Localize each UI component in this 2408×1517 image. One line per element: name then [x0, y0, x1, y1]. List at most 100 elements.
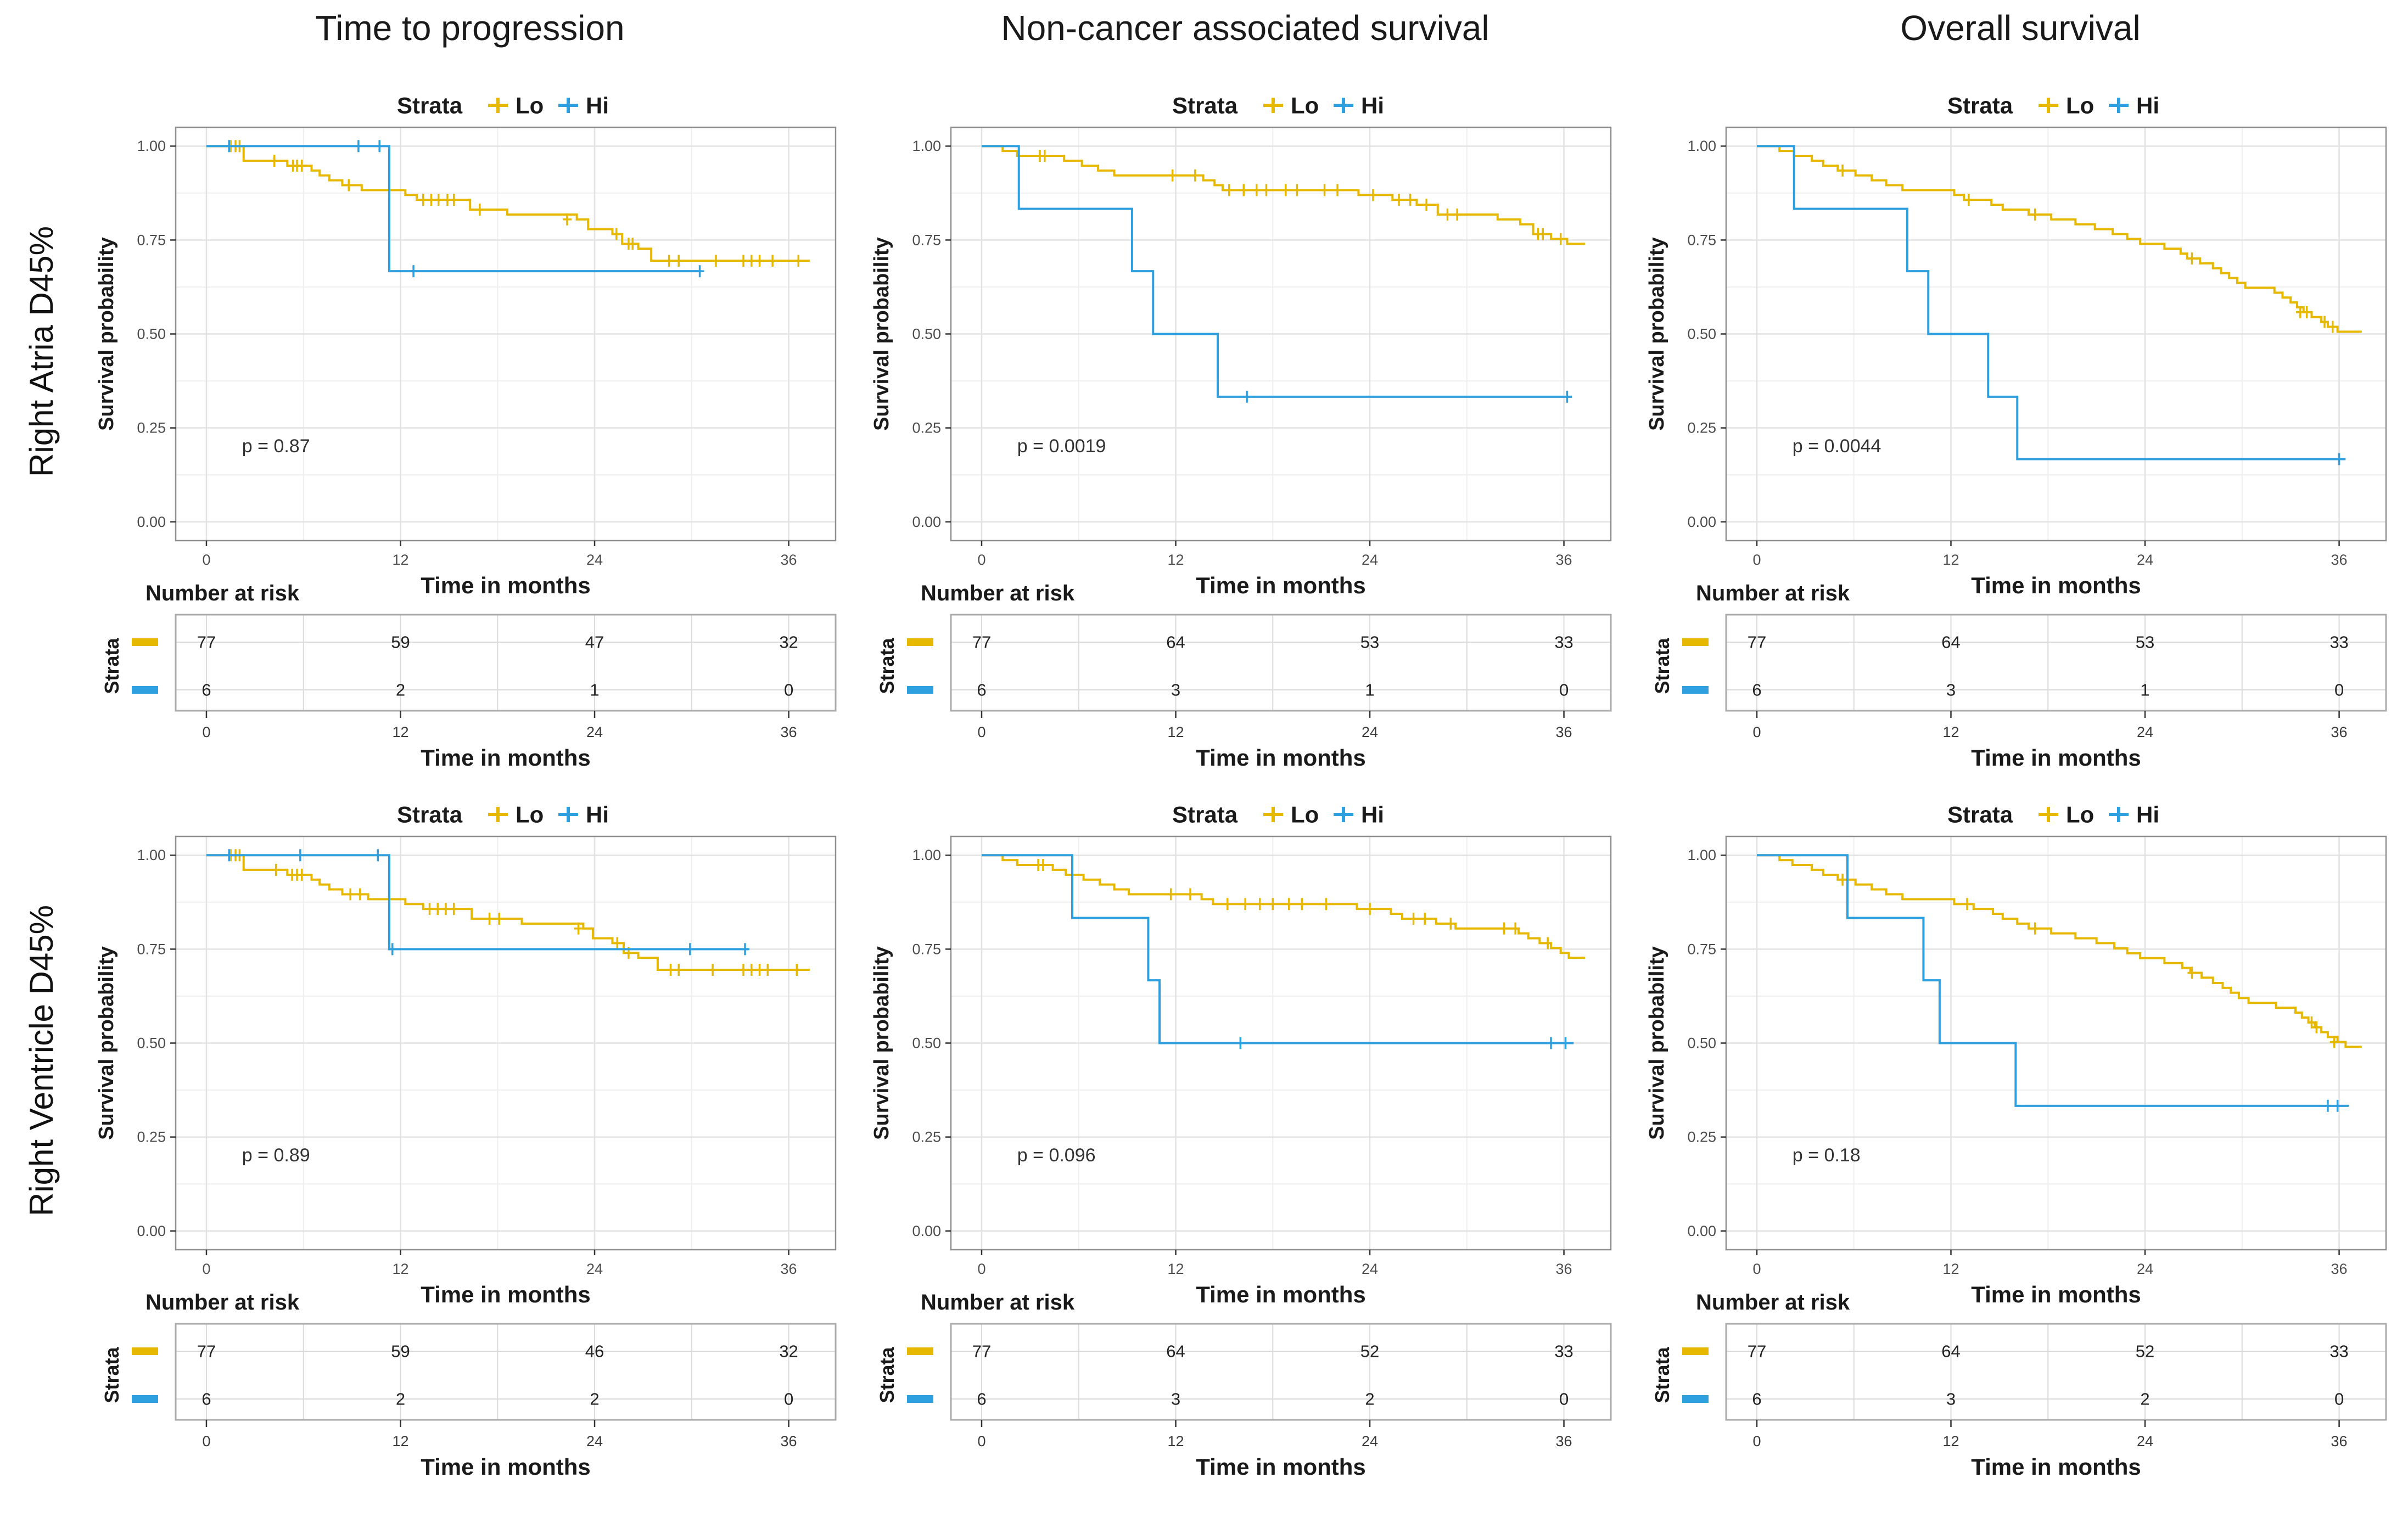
risk-count-lo: 77	[197, 1342, 216, 1361]
risk-count-hi: 2	[2140, 1390, 2149, 1409]
x-tick-label: 12	[392, 552, 408, 568]
x-tick-label: 24	[586, 552, 603, 568]
y-tick-label: 0.00	[137, 1223, 166, 1239]
p-value-label: p = 0.89	[242, 1145, 310, 1166]
km-curve-lo	[1756, 854, 2362, 1048]
x-tick-label: 0	[202, 1261, 210, 1277]
risk-x-tick-label: 12	[392, 724, 408, 740]
y-tick-label: 0.50	[912, 326, 941, 342]
risk-x-tick-label: 0	[202, 724, 210, 740]
x-tick-label: 12	[1167, 552, 1184, 568]
y-tick-label: 0.25	[137, 1129, 166, 1145]
risk-table: Number at risk Strata 77 6 64 3 52 2 33 0 0 12 24 36 T…	[1651, 1290, 2387, 1480]
risk-strata-label: Strata	[1651, 638, 1673, 694]
y-tick-label: 1.00	[912, 847, 941, 863]
p-value-label: p = 0.18	[1793, 1145, 1861, 1166]
risk-count-lo: 77	[197, 633, 216, 652]
risk-x-tick-label: 36	[1556, 1433, 1572, 1449]
km-curve-hi	[981, 145, 1572, 398]
risk-count-hi: 6	[977, 1390, 986, 1409]
risk-table-background	[176, 1324, 836, 1420]
risk-x-tick-label: 24	[2137, 1433, 2153, 1449]
risk-x-tick-label: 24	[586, 724, 603, 740]
legend: Strata Lo Hi	[397, 802, 609, 828]
risk-count-lo: 77	[1748, 1342, 1766, 1361]
x-tick-label: 0	[1752, 552, 1761, 568]
strata-dash-lo-icon	[132, 638, 158, 646]
risk-x-tick-label: 36	[781, 1433, 797, 1449]
risk-count-lo: 33	[1554, 1342, 1573, 1361]
risk-x-tick-label: 36	[2331, 724, 2348, 740]
y-tick-label: 0.50	[137, 326, 166, 342]
y-axis-title: Survival probability	[870, 237, 893, 431]
risk-x-tick-label: 36	[781, 724, 797, 740]
risk-table: Number at risk Strata 77 6 59 2 46 2 32 0 0 12 24 36 T…	[100, 1290, 837, 1480]
risk-count-hi: 0	[784, 1390, 793, 1409]
gridlines	[176, 127, 836, 541]
column-title-overall-survival: Overall survival	[1900, 8, 2141, 48]
risk-table-background	[951, 1324, 1611, 1420]
axes: 0.00 0.25 0.50 0.75 1.00 0 12 24 36 Time in month…	[95, 138, 797, 598]
risk-table-border	[950, 1323, 1612, 1421]
y-tick-label: 0.75	[137, 941, 166, 957]
risk-count-hi: 6	[1752, 1390, 1761, 1409]
risk-table-border	[1725, 614, 2387, 712]
risk-count-hi: 6	[201, 681, 211, 700]
risk-count-lo: 59	[391, 1342, 410, 1361]
risk-table-background	[951, 615, 1611, 711]
risk-count-lo: 77	[1748, 633, 1766, 652]
risk-count-lo: 53	[2136, 633, 2154, 652]
x-tick-label: 24	[2137, 1261, 2153, 1277]
y-tick-label: 0.75	[1687, 941, 1716, 957]
risk-count-lo: 64	[1166, 1342, 1185, 1361]
risk-count-lo: 33	[1554, 633, 1573, 652]
legend-label: Hi	[1361, 93, 1384, 119]
legend-label: Strata	[1947, 802, 2013, 828]
axes: 0.00 0.25 0.50 0.75 1.00 0 12 24 36 Time in month…	[1645, 138, 2348, 598]
risk-count-lo: 46	[585, 1342, 604, 1361]
risk-count-hi: 6	[201, 1390, 211, 1409]
y-tick-label: 1.00	[1687, 138, 1716, 154]
risk-count-lo: 64	[1941, 1342, 1960, 1361]
risk-table: Number at risk Strata 77 6 64 3 53 1 33 0 0 12 24 36 T…	[876, 581, 1612, 771]
legend: Strata Lo Hi	[1947, 802, 2159, 828]
survival-curves	[981, 854, 1585, 1049]
risk-table-border	[950, 614, 1612, 712]
strata-dash-hi-icon	[907, 686, 933, 694]
y-tick-label: 0.25	[912, 1129, 941, 1145]
axes: 0.00 0.25 0.50 0.75 1.00 0 12 24 36 Time in month…	[870, 847, 1572, 1307]
strata-dash-lo-icon	[132, 1347, 158, 1355]
risk-count-lo: 77	[972, 1342, 991, 1361]
legend: Strata Lo Hi	[1172, 802, 1384, 828]
risk-count-hi: 1	[2140, 681, 2149, 700]
x-tick-label: 36	[2331, 552, 2348, 568]
axes: 0.00 0.25 0.50 0.75 1.00 0 12 24 36 Time in month…	[95, 847, 797, 1307]
y-tick-label: 0.00	[912, 1223, 941, 1239]
risk-x-axis-title: Time in months	[1196, 745, 1366, 771]
p-value-label: p = 0.096	[1017, 1145, 1096, 1166]
legend-label: Lo	[2066, 93, 2094, 119]
legend-label: Hi	[586, 802, 609, 828]
km-curve-hi	[206, 145, 702, 273]
survival-curves	[1756, 145, 2362, 465]
risk-x-axis-title: Time in months	[1971, 745, 2141, 771]
risk-count-lo: 47	[585, 633, 604, 652]
strata-dash-hi-icon	[1682, 686, 1709, 694]
risk-table-title: Number at risk	[145, 581, 300, 605]
risk-x-tick-label: 12	[392, 1433, 408, 1449]
risk-count-lo: 52	[2136, 1342, 2154, 1361]
y-tick-label: 0.00	[1687, 514, 1716, 530]
legend: Strata Lo Hi	[1947, 93, 2159, 119]
risk-table-border	[175, 1323, 837, 1421]
axes: 0.00 0.25 0.50 0.75 1.00 0 12 24 36 Time in month…	[1645, 847, 2348, 1307]
risk-x-tick-label: 12	[1167, 1433, 1184, 1449]
risk-x-tick-label: 36	[1556, 724, 1572, 740]
x-tick-label: 36	[2331, 1261, 2348, 1277]
risk-count-hi: 6	[1752, 681, 1761, 700]
x-axis-title: Time in months	[1971, 572, 2141, 598]
strata-dash-hi-icon	[907, 1395, 933, 1403]
legend-label: Hi	[1361, 802, 1384, 828]
risk-table: Number at risk Strata 77 6 59 2 47 1 32 0 0 12 24 36 T…	[100, 581, 837, 771]
